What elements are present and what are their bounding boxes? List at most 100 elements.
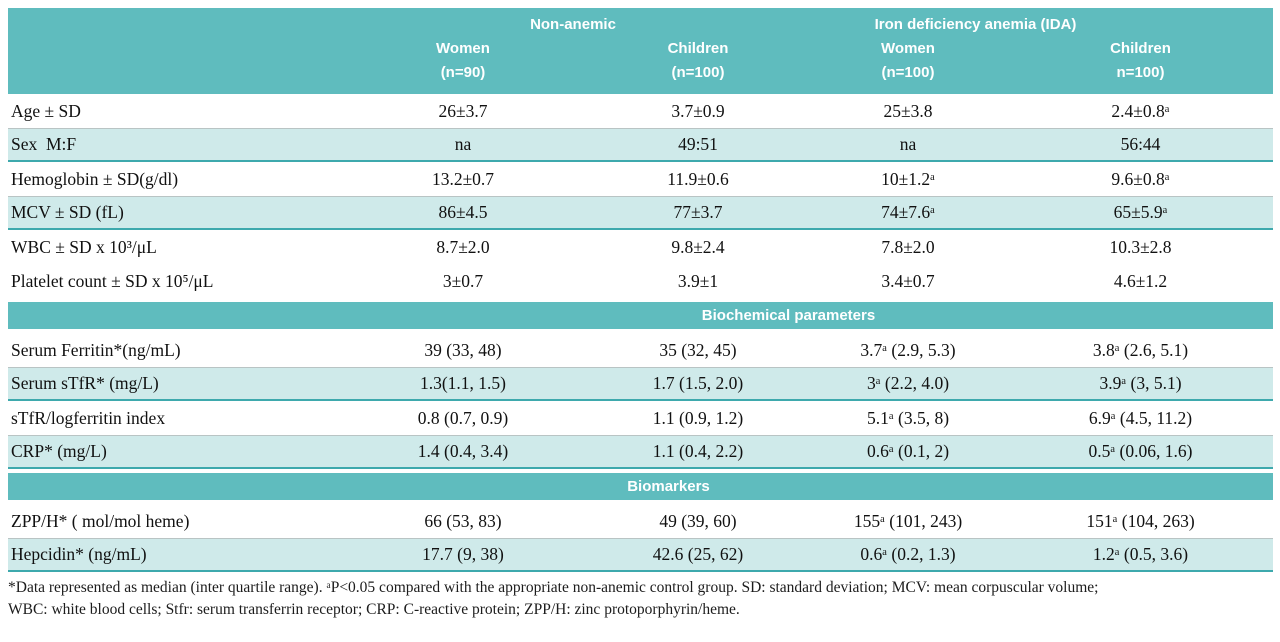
row-label: Hemoglobin ± SD(g/dl) [11, 168, 179, 189]
table-row: MCV ± SD (fL) 86±4.5 77±3.7 74±7.6ᵃ 65±5… [8, 196, 1273, 230]
cell-value: 2.4±0.8ᵃ [1111, 100, 1170, 121]
cell-value: 3.7ᵃ (2.9, 5.3) [860, 339, 956, 360]
cell-value: 0.8 (0.7, 0.9) [417, 407, 509, 428]
cell-value: 13.2±0.7 [431, 168, 495, 189]
cell-value: 1.4 (0.4, 3.4) [417, 441, 509, 461]
cell-value: 9.6±0.8ᵃ [1111, 168, 1170, 189]
cell-value: 0.5ᵃ (0.06, 1.6) [1088, 441, 1193, 461]
cell-value: 26±3.7 [438, 100, 488, 121]
cell-value: 3.4±0.7 [881, 270, 935, 291]
row-label: sTfR/logferritin index [11, 407, 166, 428]
cell-value: 74±7.6ᵃ [881, 202, 935, 222]
header-spacer [8, 37, 338, 85]
cell-value: 155ᵃ (101, 243) [853, 510, 963, 531]
column-label: Children [1110, 40, 1171, 57]
group-label: Iron deficiency anemia (IDA) [874, 16, 1077, 33]
column-count: (n=100) [671, 64, 725, 81]
cell-value: 9.8±2.4 [671, 236, 725, 257]
row-label: WBC ± SD x 10³/μL [11, 236, 157, 257]
table-row: Hemoglobin ± SD(g/dl) 13.2±0.7 11.9±0.6 … [8, 162, 1273, 196]
cell-value: 6.9ᵃ (4.5, 11.2) [1088, 407, 1193, 428]
row-label: CRP* (mg/L) [11, 441, 107, 461]
row-label: Age ± SD [11, 100, 81, 121]
row-label: ZPP/H* ( mol/mol heme) [11, 510, 190, 531]
table-header: Non-anemic Iron deficiency anemia (IDA) … [8, 8, 1273, 94]
cell-value: 0.6ᵃ (0.1, 2) [866, 441, 950, 461]
cell-value: 65±5.9ᵃ [1113, 202, 1168, 222]
cell-value: 35 (32, 45) [659, 339, 737, 360]
cell-value: 66 (53, 83) [424, 510, 502, 531]
table-row: Serum Ferritin*(ng/mL) 39 (33, 48) 35 (3… [8, 333, 1273, 367]
column-header-nonanemic-children: Children (n=100) [588, 37, 808, 85]
cell-value: 17.7 (9, 38) [422, 544, 504, 564]
cell-value: 10.3±2.8 [1109, 236, 1172, 257]
cell-value: 1.2ᵃ (0.5, 3.6) [1092, 544, 1189, 564]
cell-value: 3.7±0.9 [671, 100, 725, 121]
row-label: Platelet count ± SD x 10⁵/μL [11, 270, 214, 291]
cell-value: 11.9±0.6 [667, 168, 729, 189]
column-label: Women [881, 40, 935, 57]
table-row: WBC ± SD x 10³/μL 8.7±2.0 9.8±2.4 7.8±2.… [8, 230, 1273, 264]
cell-value: 49 (39, 60) [659, 510, 737, 531]
column-count: (n=100) [881, 64, 935, 81]
footnote-line-1: *Data represented as median (inter quart… [8, 579, 1099, 596]
cell-value: 7.8±2.0 [881, 236, 935, 257]
cell-value: 49:51 [678, 134, 718, 154]
cell-value: 4.6±1.2 [1113, 270, 1168, 291]
section-header-biomarkers: Biomarkers [8, 473, 1273, 500]
row-label: Sex M:F [11, 134, 77, 154]
column-header-ida-women: Women (n=100) [808, 37, 1008, 85]
section-header-biochemical: Biochemical parameters [8, 302, 1273, 329]
section-label: Biomarkers [627, 478, 710, 495]
table-row: CRP* (mg/L) 1.4 (0.4, 3.4) 1.1 (0.4, 2.2… [8, 435, 1273, 469]
section-label: Biochemical parameters [701, 307, 876, 324]
cell-value: 1.3(1.1, 1.5) [419, 373, 507, 393]
table-row: Age ± SD 26±3.7 3.7±0.9 25±3.8 2.4±0.8ᵃ [8, 94, 1273, 128]
column-header-nonanemic-women: Women (n=90) [338, 37, 588, 85]
cell-value: 56:44 [1120, 134, 1161, 154]
cell-value: 8.7±2.0 [436, 236, 490, 257]
cell-value: 1.1 (0.9, 1.2) [652, 407, 744, 428]
cell-value: 25±3.8 [883, 100, 933, 121]
cell-value: 3ᵃ (2.2, 4.0) [866, 373, 950, 393]
table-row: Platelet count ± SD x 10⁵/μL 3±0.7 3.9±1… [8, 264, 1273, 298]
cell-value: 3.8ᵃ (2.6, 5.1) [1092, 339, 1189, 360]
cell-value: 39 (33, 48) [424, 339, 502, 360]
table-footnote: *Data represented as median (inter quart… [8, 577, 1273, 622]
row-label: Serum Ferritin*(ng/mL) [11, 339, 181, 360]
column-count: n=100) [1116, 64, 1165, 81]
column-header-ida-children: Children n=100) [1008, 37, 1273, 85]
table-row: Serum sTfR* (mg/L) 1.3(1.1, 1.5) 1.7 (1.… [8, 367, 1273, 401]
group-header-row: Non-anemic Iron deficiency anemia (IDA) [8, 13, 1273, 37]
table-row: Hepcidin* (ng/mL) 17.7 (9, 38) 42.6 (25,… [8, 538, 1273, 572]
cell-value: na [454, 134, 472, 154]
row-label: Hepcidin* (ng/mL) [11, 544, 147, 564]
column-label: Women [436, 40, 490, 57]
footnote-line-2: WBC: white blood cells; Stfr: serum tran… [8, 601, 740, 619]
header-spacer [8, 13, 338, 37]
table-row: Sex M:F na 49:51 na 56:44 [8, 128, 1273, 162]
column-count: (n=90) [440, 64, 486, 81]
column-header-row: Women (n=90) Children (n=100) Women (n=1… [8, 37, 1273, 85]
group-header-non-anemic: Non-anemic [338, 13, 808, 37]
column-label: Children [667, 40, 729, 57]
cell-value: 10±1.2ᵃ [881, 168, 935, 189]
cell-value: 5.1ᵃ (3.5, 8) [866, 407, 950, 428]
row-label: Serum sTfR* (mg/L) [11, 373, 159, 393]
cell-value: 1.1 (0.4, 2.2) [652, 441, 744, 461]
table-row: ZPP/H* ( mol/mol heme) 66 (53, 83) 49 (3… [8, 504, 1273, 538]
row-label: MCV ± SD (fL) [11, 202, 124, 222]
cell-value: 3.9ᵃ (3, 5.1) [1099, 373, 1182, 393]
cell-value: 0.6ᵃ (0.2, 1.3) [860, 544, 956, 564]
cell-value: 77±3.7 [673, 202, 723, 222]
cell-value: na [899, 134, 917, 154]
cell-value: 86±4.5 [438, 202, 488, 222]
group-label: Non-anemic [530, 16, 616, 33]
cell-value: 1.7 (1.5, 2.0) [652, 373, 744, 393]
cell-value: 3±0.7 [442, 270, 484, 291]
cell-value: 151ᵃ (104, 263) [1086, 510, 1195, 531]
cell-value: 42.6 (25, 62) [652, 544, 744, 564]
results-table: Non-anemic Iron deficiency anemia (IDA) … [8, 8, 1273, 622]
cell-value: 3.9±1 [677, 270, 719, 291]
group-header-ida: Iron deficiency anemia (IDA) [808, 13, 1273, 37]
